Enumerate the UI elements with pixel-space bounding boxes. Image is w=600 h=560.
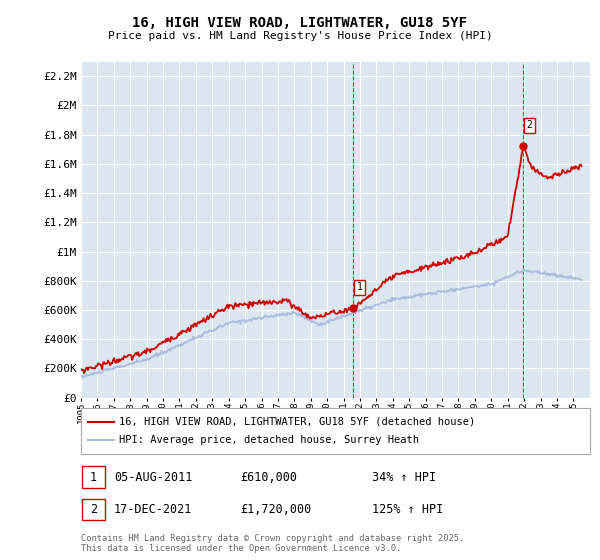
Text: HPI: Average price, detached house, Surrey Heath: HPI: Average price, detached house, Surr…: [119, 435, 419, 445]
Text: 1: 1: [90, 470, 97, 484]
Text: Price paid vs. HM Land Registry's House Price Index (HPI): Price paid vs. HM Land Registry's House …: [107, 31, 493, 41]
Text: £610,000: £610,000: [240, 470, 297, 484]
Text: 05-AUG-2011: 05-AUG-2011: [114, 470, 193, 484]
Text: 2: 2: [527, 120, 532, 130]
Text: 1: 1: [356, 282, 362, 292]
Text: 2: 2: [90, 503, 97, 516]
Text: 17-DEC-2021: 17-DEC-2021: [114, 503, 193, 516]
Text: Contains HM Land Registry data © Crown copyright and database right 2025.
This d: Contains HM Land Registry data © Crown c…: [81, 534, 464, 553]
Text: 125% ↑ HPI: 125% ↑ HPI: [372, 503, 443, 516]
Text: 16, HIGH VIEW ROAD, LIGHTWATER, GU18 5YF: 16, HIGH VIEW ROAD, LIGHTWATER, GU18 5YF: [133, 16, 467, 30]
Text: 34% ↑ HPI: 34% ↑ HPI: [372, 470, 436, 484]
Text: 16, HIGH VIEW ROAD, LIGHTWATER, GU18 5YF (detached house): 16, HIGH VIEW ROAD, LIGHTWATER, GU18 5YF…: [119, 417, 475, 427]
Text: £1,720,000: £1,720,000: [240, 503, 311, 516]
